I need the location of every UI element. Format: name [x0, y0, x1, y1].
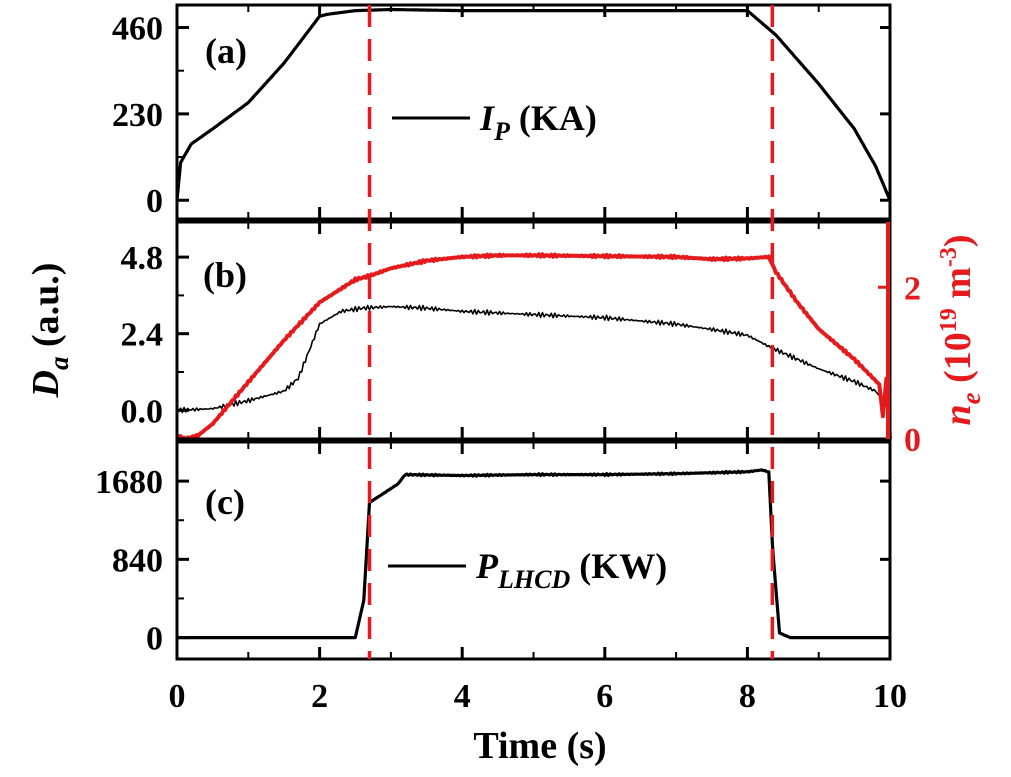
x-axis-label: Time (s): [473, 725, 606, 767]
xtick-label: 2: [311, 678, 328, 715]
ticks-b-layer: 0.0 2.4 4.8 0 2: [121, 222, 921, 459]
series-n-e-line: [175, 252, 892, 442]
ytick-label: 230: [112, 97, 163, 134]
ytick-label: 0: [146, 183, 163, 220]
legend-c-label: PLHCD (KW): [475, 546, 667, 594]
panel-b: 0.0 2.4 4.8 0 2 (b) Da (a.u.) ne (1019 m-3): [25, 220, 986, 459]
panel-a-legend: IP (KA): [392, 98, 597, 146]
dashed-marker-layer: [367, 5, 775, 659]
ytick-label: 0.0: [121, 393, 164, 430]
xtick-label: 8: [739, 678, 756, 715]
panel-c-legend: PLHCD (KW): [388, 546, 667, 594]
ytick-label: 1680: [95, 464, 163, 501]
legend-a-label: IP (KA): [479, 98, 597, 146]
xtick-label: 0: [169, 678, 186, 715]
panel-a-letter: (a): [205, 31, 247, 71]
ytick-label: 460: [112, 11, 163, 48]
panel-c-frame: [175, 440, 892, 661]
panel-c: 0 840 1680 0 2 4 6 8 10 (c) PLHCD (KW) Time (s): [95, 440, 907, 767]
ytick-label: 2.4: [121, 317, 164, 354]
panel-b-letter: (b): [203, 255, 247, 295]
panel-c-letter: (c): [205, 482, 245, 522]
xtick-label: 6: [596, 678, 613, 715]
ytick-label: 4.8: [121, 240, 164, 277]
series-d-a-line: [176, 304, 891, 414]
xtick-label: 4: [454, 678, 471, 715]
y2tick-label: 2: [904, 270, 921, 307]
series-c-layer: [177, 468, 890, 640]
xtick-label: 10: [873, 678, 907, 715]
ticks-c-layer: 0 840 1680 0 2 4 6 8 10: [95, 442, 907, 715]
ytick-label: 840: [112, 542, 163, 579]
ytick-label: 0: [146, 621, 163, 658]
panel-b-ylabel-right: ne (1019 m-3): [936, 234, 986, 425]
series-p-lhcd-line: [177, 468, 890, 640]
series-b-layer: [175, 252, 892, 442]
panel-a-frame: [175, 3, 892, 221]
panel-a: 0 230 460 (a) IP (KA): [112, 3, 892, 221]
panel-b-ylabel: Da (a.u.): [25, 263, 74, 399]
y2tick-label: 0: [904, 422, 921, 459]
